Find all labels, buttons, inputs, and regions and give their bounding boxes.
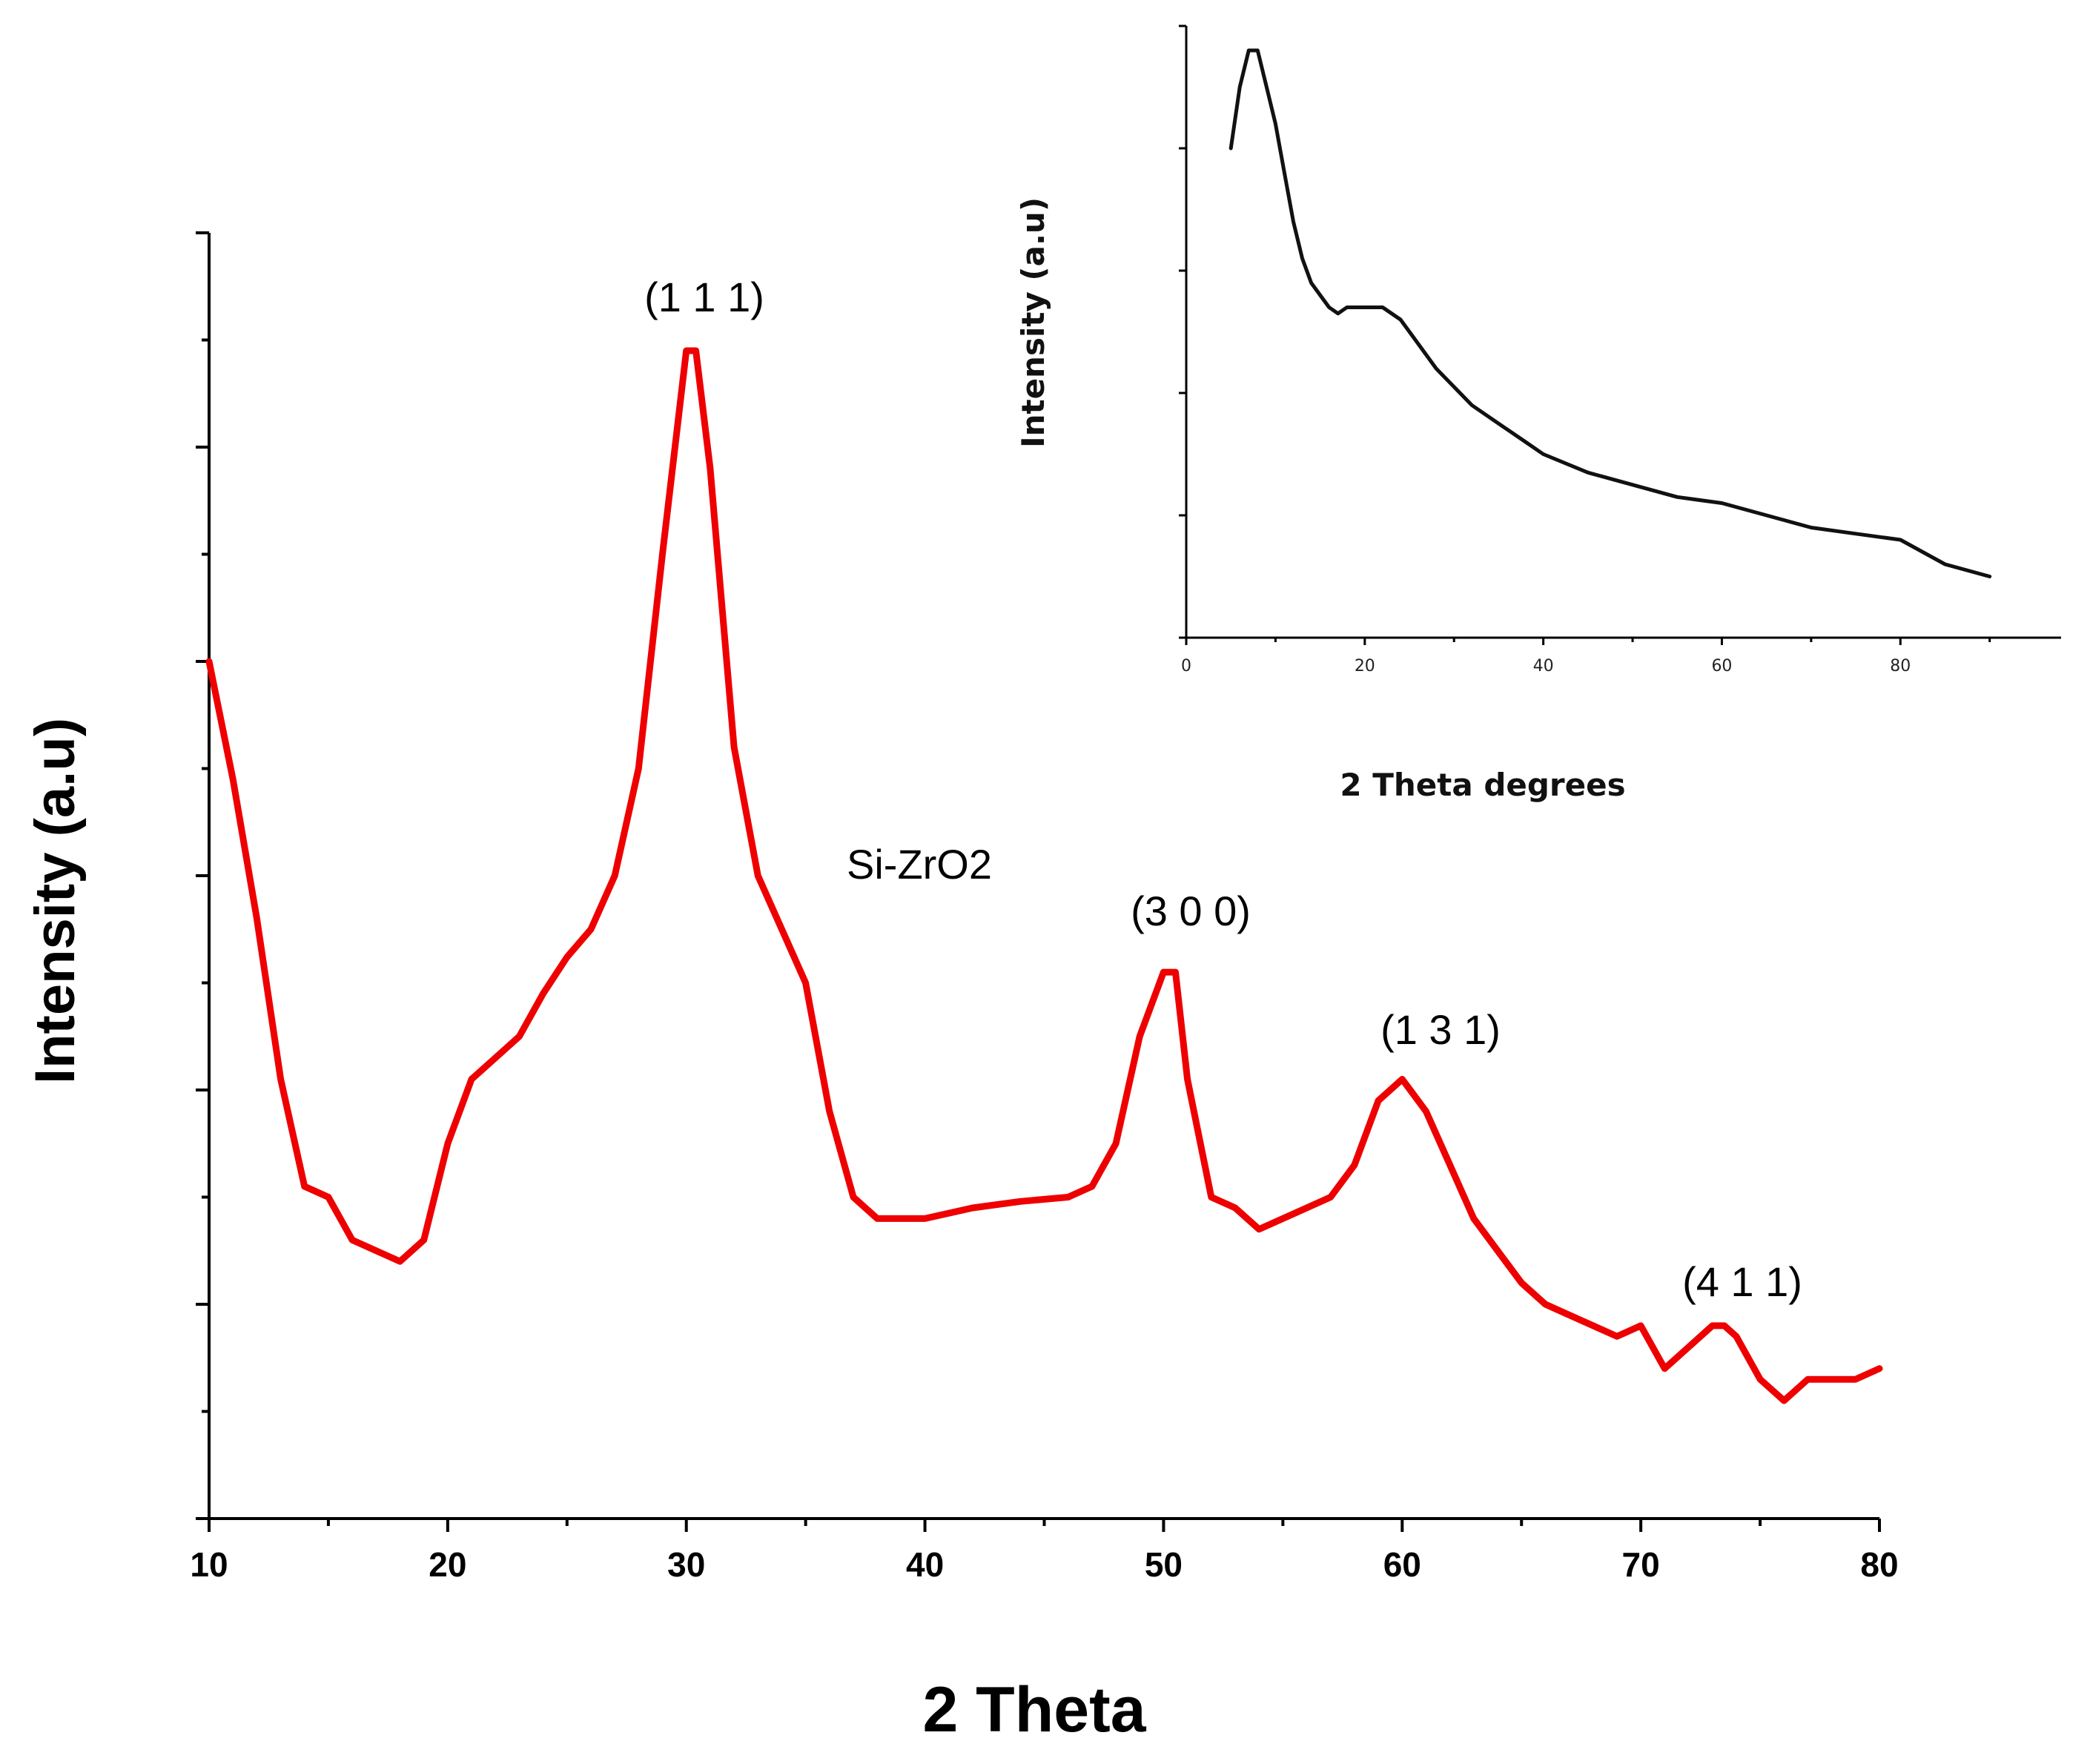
main-x-tick-label: 60 bbox=[1383, 1545, 1421, 1584]
inset-y-axis-title: Intensity (a.u) bbox=[1015, 197, 1051, 448]
inset-x-tick-label: 60 bbox=[1711, 657, 1732, 675]
main-x-tick-label: 20 bbox=[429, 1545, 466, 1584]
inset-x-tick-label: 40 bbox=[1533, 657, 1554, 675]
annotation-sample-label: Si-ZrO2 bbox=[847, 841, 992, 888]
inset-chart: 0 20 40 60 80 2 Theta degrees Intensity (a.u… bbox=[1015, 24, 2061, 803]
main-x-tick-label: 30 bbox=[667, 1545, 705, 1584]
annotation-peak-411: (4 1 1) bbox=[1682, 1258, 1802, 1305]
inset-series bbox=[1228, 48, 1992, 578]
main-x-tick-label: 80 bbox=[1860, 1545, 1898, 1584]
inset-ticks: 0 20 40 60 80 bbox=[1179, 24, 1991, 675]
main-x-tick-label: 10 bbox=[190, 1545, 228, 1584]
inset-series-line bbox=[1228, 48, 1992, 578]
main-x-tick-label: 70 bbox=[1622, 1545, 1660, 1584]
main-ticks: 10 20 30 40 50 60 70 80 bbox=[190, 231, 1899, 1584]
annotation-peak-131: (1 3 1) bbox=[1380, 1006, 1501, 1053]
main-x-axis-title: 2 Theta bbox=[922, 1674, 1146, 1745]
main-y-axis-title: Intensity (a.u) bbox=[24, 718, 87, 1084]
inset-x-tick-label: 80 bbox=[1890, 657, 1911, 675]
main-series bbox=[205, 347, 1883, 1404]
main-series-line bbox=[205, 347, 1883, 1404]
annotation-peak-300: (3 0 0) bbox=[1131, 888, 1251, 934]
inset-x-tick-label: 20 bbox=[1355, 657, 1375, 675]
annotation-peak-111: (1 1 1) bbox=[644, 274, 764, 320]
inset-x-axis-title: 2 Theta degrees bbox=[1340, 767, 1625, 803]
main-x-tick-label: 50 bbox=[1145, 1545, 1183, 1584]
main-x-tick-label: 40 bbox=[906, 1545, 944, 1584]
main-chart: 10 20 30 40 50 60 70 80 2 Theta Intensity (a.u)… bbox=[24, 231, 1899, 1745]
inset-x-tick-label: 0 bbox=[1181, 657, 1191, 675]
inset-axes bbox=[1185, 26, 2061, 639]
